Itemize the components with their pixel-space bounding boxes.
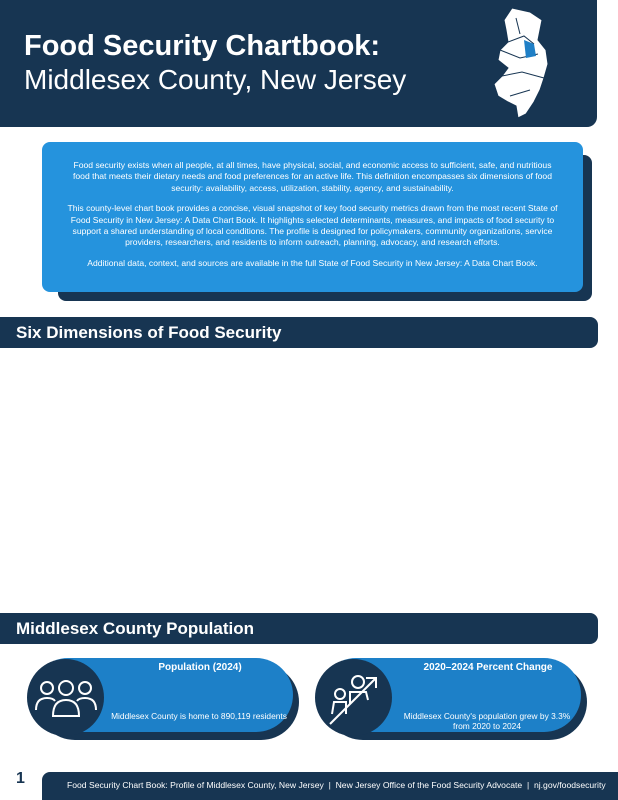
card-text: Middlesex County is home to 890,119 resi… <box>111 711 287 721</box>
section-header-dimensions: Six Dimensions of Food Security <box>0 317 598 348</box>
page-subtitle: Middlesex County, New Jersey <box>24 64 407 95</box>
page-number: 1 <box>16 770 25 787</box>
card-title: Population (2024) <box>158 662 242 673</box>
card-text: Middlesex County's population grew by 3.… <box>403 711 571 731</box>
footer: Food Security Chart Book: Profile of Mid… <box>42 772 618 800</box>
intro-paragraph: Additional data, context, and sources ar… <box>87 257 538 268</box>
section-header-population: Middlesex County Population <box>0 613 598 644</box>
header-banner: Food Security Chartbook: Middlesex Count… <box>0 0 597 127</box>
people-group-icon <box>27 659 104 736</box>
intro-paragraph: This county-level chart book provides a … <box>67 203 558 248</box>
page-title: Food Security Chartbook: <box>24 30 381 62</box>
card-title: 2020–2024 Percent Change <box>423 662 553 673</box>
new-jersey-map-icon <box>493 7 549 119</box>
population-growth-icon <box>315 659 392 736</box>
footer-text: Food Security Chart Book: Profile of Mid… <box>67 780 606 790</box>
population-card: Population (2024) Middlesex County is ho… <box>27 658 299 740</box>
intro-box: Food security exists when all people, at… <box>42 142 583 292</box>
intro-paragraph: Food security exists when all people, at… <box>73 160 552 193</box>
percent-change-card: 2020–2024 Percent Change Middlesex Count… <box>315 658 587 740</box>
